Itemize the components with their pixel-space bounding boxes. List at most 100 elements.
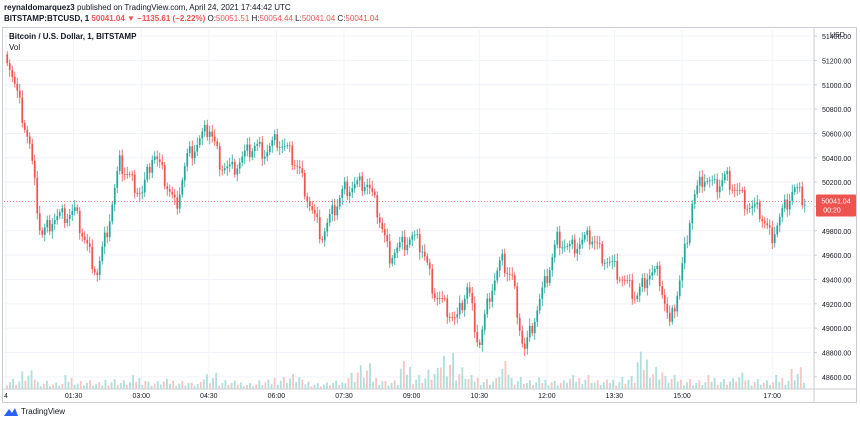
- volume-bar: [492, 381, 495, 389]
- author-name[interactable]: reynaldomarquez3: [4, 3, 75, 12]
- volume-legend[interactable]: Vol: [9, 43, 21, 52]
- candle-body: [381, 222, 384, 229]
- candle-body: [751, 206, 754, 209]
- volume-bar: [375, 377, 378, 389]
- candle-body: [83, 236, 86, 240]
- volume-bar: [790, 368, 793, 389]
- close-label: C:: [337, 14, 346, 23]
- candle-body: [196, 144, 199, 152]
- volume-bar: [446, 376, 448, 389]
- candle-body: [778, 216, 781, 226]
- volume-bar: [449, 364, 451, 389]
- candle-body: [178, 194, 181, 209]
- candle-body: [273, 134, 276, 141]
- volume-bar: [639, 351, 642, 389]
- candle-body: [513, 275, 516, 287]
- candle-body: [748, 208, 751, 210]
- candle-body: [208, 131, 211, 137]
- candle-body: [93, 268, 96, 273]
- candle-body: [498, 260, 501, 271]
- volume-bar: [516, 380, 519, 389]
- candle-body: [358, 176, 361, 181]
- volume-bar: [744, 380, 747, 389]
- y-tick-label: 49200.00: [822, 302, 851, 309]
- candle-body: [131, 174, 134, 176]
- candle-body: [636, 295, 639, 299]
- candle-body: [386, 235, 389, 242]
- candle-body: [316, 213, 319, 218]
- volume-bar: [33, 379, 36, 389]
- candle-body: [641, 278, 644, 287]
- candle-body: [511, 274, 514, 276]
- volume-bar: [55, 382, 58, 389]
- candle-body: [643, 278, 646, 289]
- candle-body: [88, 243, 91, 247]
- candle-body: [558, 231, 561, 248]
- volume-bar: [793, 380, 796, 389]
- candle-body: [703, 181, 706, 187]
- volume-bar: [538, 377, 541, 389]
- volume-bar: [772, 382, 775, 389]
- candle-body: [501, 253, 504, 261]
- x-tick-label: 10:30: [470, 393, 488, 400]
- candle-body: [731, 189, 734, 191]
- volume-bar: [359, 365, 362, 389]
- volume-bar: [46, 380, 48, 389]
- y-tick-label: 48800.00: [822, 350, 851, 357]
- candle-body: [533, 321, 536, 334]
- volume-bar: [166, 378, 168, 389]
- candle-body: [683, 243, 686, 264]
- candle-body: [793, 187, 796, 193]
- candle-body: [441, 298, 444, 300]
- volume-bar: [519, 376, 522, 389]
- volume-bar: [553, 380, 556, 389]
- candle-body: [413, 234, 416, 236]
- volume-bar: [593, 382, 596, 389]
- volume-bar: [246, 384, 248, 389]
- candle-body: [506, 273, 509, 274]
- volume-bar: [67, 381, 70, 389]
- volume-bar: [70, 377, 73, 389]
- volume-bar: [667, 382, 670, 389]
- volume-bar: [36, 381, 39, 389]
- volume-bar: [369, 363, 371, 389]
- volume-bar: [722, 378, 725, 389]
- volume-bar: [18, 381, 21, 389]
- candle-body: [221, 169, 224, 171]
- y-tick-label: 51400.00: [822, 34, 851, 41]
- volume-bar: [147, 381, 150, 389]
- volume-bar: [399, 368, 402, 389]
- footer-brand[interactable]: TradingView: [4, 407, 65, 416]
- candle-body: [336, 206, 339, 216]
- volume-bar: [769, 384, 771, 389]
- candle-body: [526, 337, 529, 349]
- volume-bar: [695, 382, 698, 389]
- candle-body: [211, 131, 214, 137]
- candle-body: [408, 239, 411, 245]
- candle-body: [761, 219, 764, 222]
- volume-bar: [781, 377, 784, 389]
- candle-body: [611, 261, 614, 263]
- x-tick-label: 07:30: [335, 393, 353, 400]
- candle-body: [623, 279, 626, 281]
- candle-body: [771, 227, 774, 244]
- volume-bar: [624, 383, 627, 389]
- volume-bar: [15, 384, 18, 389]
- candle-body: [61, 208, 64, 213]
- candle-body: [78, 210, 81, 233]
- candle-body: [271, 140, 274, 147]
- candle-body: [48, 220, 51, 232]
- volume-bar: [489, 384, 491, 389]
- volume-bar: [172, 380, 175, 389]
- candle-body: [598, 243, 601, 245]
- y-tick-label: 48600.00: [822, 375, 851, 382]
- candle-body: [306, 196, 309, 202]
- candle-body: [536, 310, 539, 322]
- candle-body: [551, 257, 554, 271]
- candle-body: [246, 144, 249, 151]
- candle-body: [571, 239, 574, 245]
- volume-bar: [618, 382, 621, 389]
- series-legend[interactable]: Bitcoin / U.S. Dollar, 1, BITSTAMP: [9, 32, 137, 41]
- volume-bar: [89, 380, 91, 389]
